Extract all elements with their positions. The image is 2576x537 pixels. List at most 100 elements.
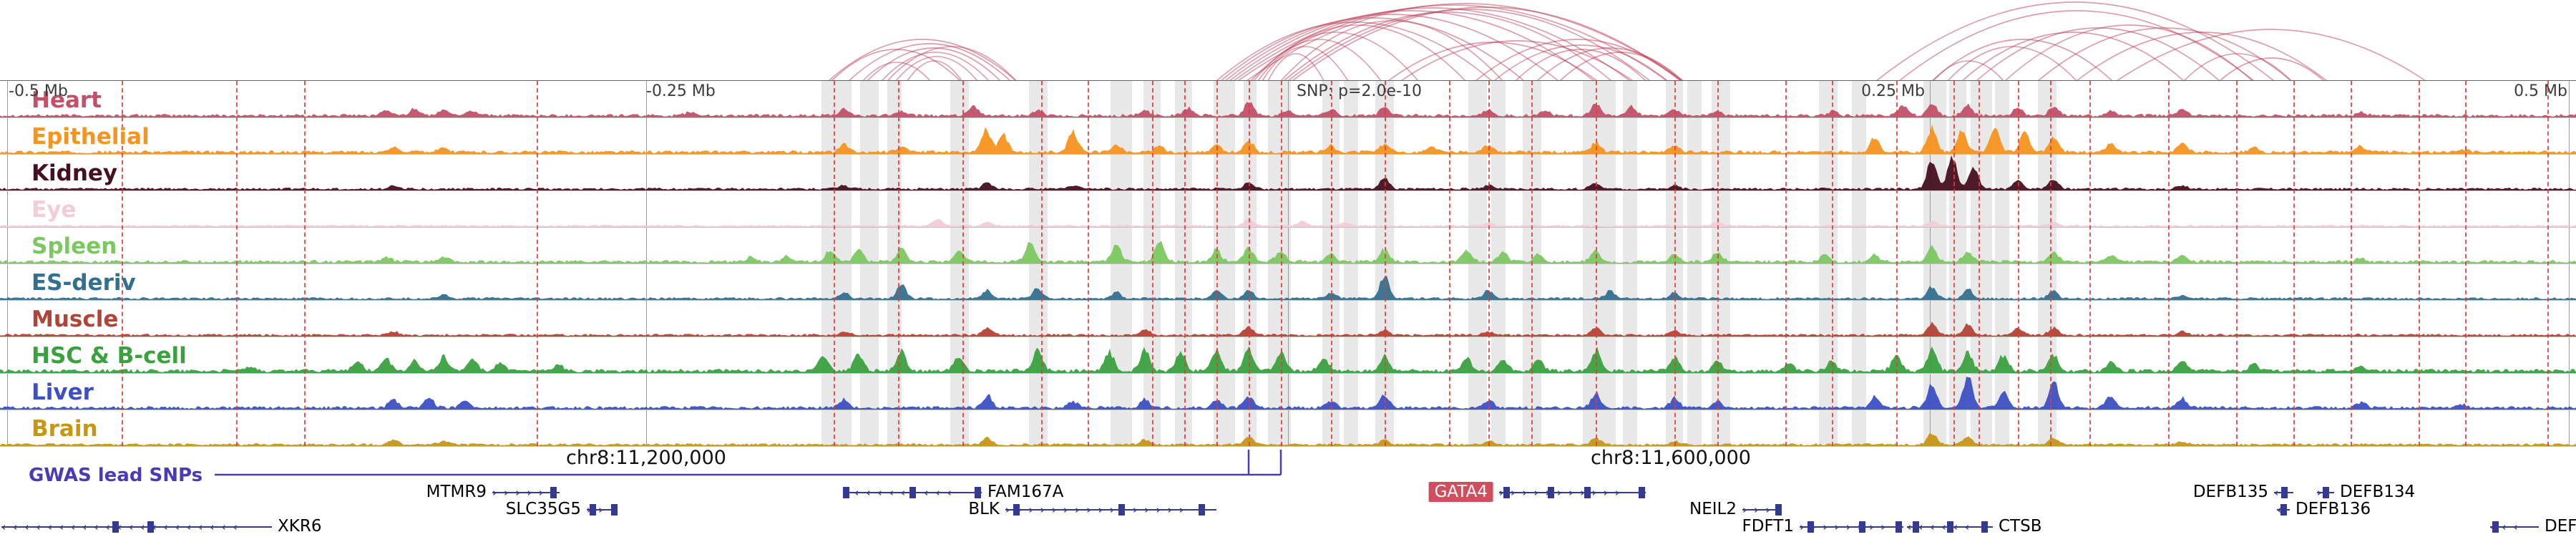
snp-ld-dashed-line <box>1596 81 1597 446</box>
chromatin-arc <box>1220 17 1525 82</box>
snp-ld-dashed-line <box>1449 81 1450 446</box>
track-label-eye: Eye <box>31 197 77 223</box>
gene-body-xkr6 <box>1 526 272 528</box>
track-row-muscle <box>0 300 2576 337</box>
gene-label-fam167a: FAM167A <box>987 483 1064 501</box>
snp-ld-dashed-line <box>1385 81 1386 446</box>
track-signal-spleen <box>0 241 2576 263</box>
track-row-liver <box>0 373 2576 410</box>
snp-ld-dashed-line <box>1785 81 1787 446</box>
gene-exon-fdft1 <box>1807 521 1814 533</box>
snp-ld-dashed-line <box>1249 81 1250 446</box>
axis-label-1: -0.25 Mb <box>646 82 716 100</box>
chromatin-arc <box>1559 52 1682 82</box>
gene-exon-xkr6 <box>147 521 154 533</box>
chromatin-arc <box>1224 14 1559 82</box>
gene-label-defb135: DEFB135 <box>2192 483 2268 501</box>
gene-label-ctsb: CTSB <box>1999 517 2042 536</box>
track-label-hsc-b-cell: HSC & B-cell <box>31 343 187 369</box>
snp-ld-dashed-line <box>1832 81 1833 446</box>
chromatin-arc <box>1875 1 2275 82</box>
chromatin-arc <box>1536 47 1684 82</box>
snp-ld-dashed-line <box>1088 81 1089 446</box>
track-label-muscle: Muscle <box>31 306 119 332</box>
gene-exon-ctsb <box>1947 521 1953 533</box>
track-signal-muscle <box>0 321 2576 337</box>
snp-ld-dashed-line <box>1896 81 1898 446</box>
gene-exon-blk <box>1118 504 1126 516</box>
gene-label-neil2: NEIL2 <box>1689 500 1737 518</box>
gene-strand-arrows-xkr6: ‹‹‹‹‹‹‹‹‹‹‹‹‹‹‹‹‹‹‹‹‹ <box>1 521 245 533</box>
gene-exon-gata4 <box>1638 487 1645 498</box>
gene-strand-arrows-fdft1: ›››››››› <box>1800 521 1893 533</box>
chromatin-arc <box>2183 53 2292 82</box>
snp-ld-dashed-line <box>1216 81 1218 446</box>
track-row-kidney <box>0 154 2576 191</box>
axis-label-0: -0.5 Mb <box>9 82 68 100</box>
gene-exon-gata4 <box>1503 487 1511 498</box>
gene-strand-arrows-fam167a: ‹‹‹‹‹‹‹‹‹‹ <box>843 486 959 499</box>
gene-exon-fam167a <box>909 487 916 498</box>
gene-body-fdft1 <box>1800 526 1903 528</box>
chromatin-arc <box>862 62 931 82</box>
gene-label-fdft1: FDFT1 <box>1742 517 1794 536</box>
chromatin-arc <box>2076 32 2328 82</box>
chromatin-arc <box>1898 10 2255 82</box>
gene-strand-arrows-defb134: › <box>2317 485 2334 500</box>
snp-ld-dashed-line <box>236 81 238 446</box>
chromatin-arc <box>2037 27 2292 82</box>
gene-strand-arrows-neil2: ››› <box>1742 503 1777 516</box>
gene-exon-gata4 <box>1584 487 1591 498</box>
chromatin-arc <box>1262 46 1349 82</box>
gene-exon-defb135 <box>2280 487 2288 498</box>
chromatin-arc <box>1515 49 1646 82</box>
snp-ld-dashed-line <box>898 81 899 446</box>
snp-ld-dashed-line <box>1331 81 1332 446</box>
gene-exon-mtmr9 <box>550 487 557 498</box>
track-label-es-deriv: ES-deriv <box>31 270 136 296</box>
gene-label-defb1: DEFB1 <box>2545 517 2576 536</box>
gene-exon-ctsb <box>1913 521 1919 533</box>
track-signal-es-deriv <box>0 275 2576 300</box>
gene-label-defb134: DEFB134 <box>2340 483 2416 501</box>
chromatin-arc <box>881 52 990 82</box>
snp-ld-dashed-line <box>2168 81 2170 446</box>
snp-ld-dashed-line <box>1152 81 1153 446</box>
track-label-spleen: Spleen <box>31 233 117 259</box>
snp-ld-dashed-line <box>1184 81 1186 446</box>
gene-label-gata4: GATA4 <box>1428 482 1493 502</box>
snp-ld-dashed-line <box>1953 81 1955 446</box>
chromatin-arc <box>1493 44 1668 82</box>
track-signal-liver <box>0 377 2576 410</box>
chromatin-arc <box>1475 39 1681 82</box>
track-label-epithelial: Epithelial <box>31 124 150 150</box>
gwas-lead-snps-label: GWAS lead SNPs <box>29 465 203 486</box>
chromatin-arc <box>1257 39 1382 82</box>
track-signal-hsc-b-cell <box>0 346 2576 373</box>
gene-body-neil2 <box>1742 509 1782 511</box>
signal-tracks-panel: Heart Epithelial Kidney Eye Spleen ES-deriv Mu… <box>0 80 2576 447</box>
snp-ld-dashed-line <box>2018 81 2019 446</box>
gene-exon-slc35g5 <box>610 504 618 516</box>
gene-exon-gata4 <box>1547 487 1554 498</box>
snp-ld-dashed-line <box>962 81 964 446</box>
axis-label-3: 0.25 Mb <box>1861 82 1925 100</box>
gene-exon-ctsb <box>1981 521 1988 533</box>
gene-exon-fam167a <box>842 487 849 498</box>
gene-strand-arrows-ctsb: ‹‹‹‹‹‹ <box>1907 521 1977 533</box>
track-row-spleen <box>0 227 2576 264</box>
track-label-liver: Liver <box>31 379 94 405</box>
chromatin-arc <box>828 39 1017 82</box>
chromatin-arc <box>1931 39 2113 82</box>
axis-label-4: 0.5 Mb <box>2514 82 2567 100</box>
gene-exon-fdft1 <box>1859 521 1865 533</box>
chromatin-arc <box>887 46 1017 82</box>
chromatin-arc <box>2116 29 2426 82</box>
track-row-eye <box>0 190 2576 228</box>
snp-ld-dashed-line <box>1041 81 1043 446</box>
gene-body-defb1 <box>2490 526 2539 528</box>
chromatin-arc <box>1253 32 1419 82</box>
snp-ld-dashed-line <box>1281 81 1282 446</box>
gene-exon-defb1 <box>2492 521 2499 533</box>
